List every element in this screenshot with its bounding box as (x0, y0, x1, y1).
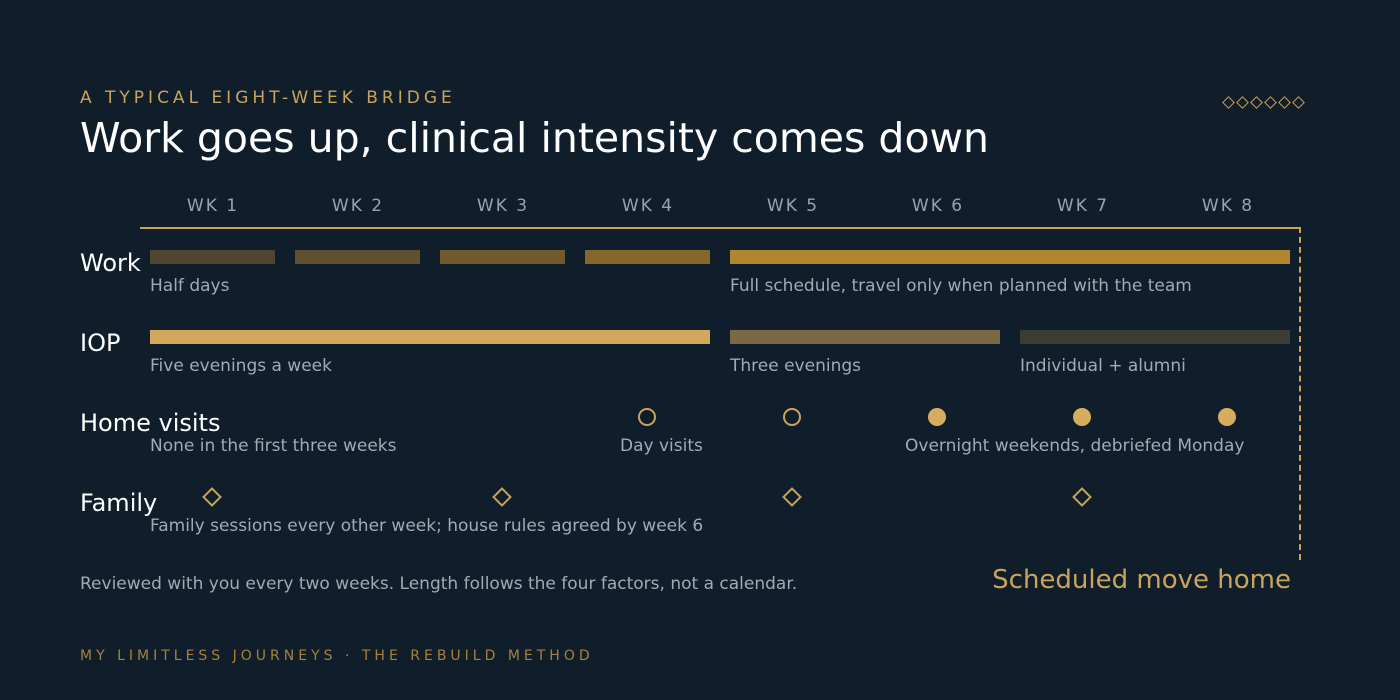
overnight-visit-marker (1073, 408, 1091, 426)
row-label-work: Work (80, 249, 141, 277)
family-session-marker (782, 487, 802, 507)
iop-note: Five evenings a week (150, 356, 332, 376)
diamond-icon (1250, 96, 1263, 109)
work-note: Full schedule, travel only when planned … (730, 276, 1192, 296)
week-label: WK 5 (766, 196, 820, 216)
iop-bar (150, 330, 710, 344)
brand-footer: MY LIMITLESS JOURNEYS · THE REBUILD METH… (80, 648, 594, 664)
diamond-icon (1278, 96, 1291, 109)
diamond-icon (1236, 96, 1249, 109)
week-label: WK 3 (476, 196, 530, 216)
work-bar (730, 250, 1290, 264)
week-label: WK 4 (621, 196, 675, 216)
work-bar (150, 250, 275, 264)
week-label: WK 1 (186, 196, 240, 216)
decorative-diamonds (1222, 96, 1305, 110)
home-visits-note: Overnight weekends, debriefed Monday (905, 436, 1245, 456)
family-session-marker (202, 487, 222, 507)
iop-note: Individual + alumni (1020, 356, 1186, 376)
work-bar (585, 250, 710, 264)
work-note: Half days (150, 276, 230, 296)
family-session-marker (1072, 487, 1092, 507)
row-label-family: Family (80, 489, 158, 517)
work-bar (295, 250, 420, 264)
page-title: Work goes up, clinical intensity comes d… (80, 114, 990, 162)
home-visits-note: Day visits (620, 436, 703, 456)
milestone-label: Scheduled move home (992, 565, 1291, 595)
family-session-marker (492, 487, 512, 507)
work-bar (440, 250, 565, 264)
eyebrow: A TYPICAL EIGHT-WEEK BRIDGE (80, 88, 456, 108)
diamond-icon (1292, 96, 1305, 109)
day-visit-marker (638, 408, 656, 426)
home-visits-note: None in the first three weeks (150, 436, 397, 456)
diamond-icon (1264, 96, 1277, 109)
timeline-axis (140, 227, 1300, 229)
week-label: WK 7 (1056, 196, 1110, 216)
day-visit-marker (783, 408, 801, 426)
iop-bar (1020, 330, 1290, 344)
row-label-iop: IOP (80, 329, 121, 357)
week-label: WK 2 (331, 196, 385, 216)
overnight-visit-marker (1218, 408, 1236, 426)
iop-bar (730, 330, 1000, 344)
iop-note: Three evenings (730, 356, 861, 376)
row-label-home-visits: Home visits (80, 409, 221, 437)
family-note: Family sessions every other week; house … (150, 516, 704, 536)
diamond-icon (1222, 96, 1235, 109)
footnote: Reviewed with you every two weeks. Lengt… (80, 574, 798, 594)
week-label: WK 6 (911, 196, 965, 216)
week-label: WK 8 (1201, 196, 1255, 216)
move-home-line (1299, 227, 1301, 560)
overnight-visit-marker (928, 408, 946, 426)
